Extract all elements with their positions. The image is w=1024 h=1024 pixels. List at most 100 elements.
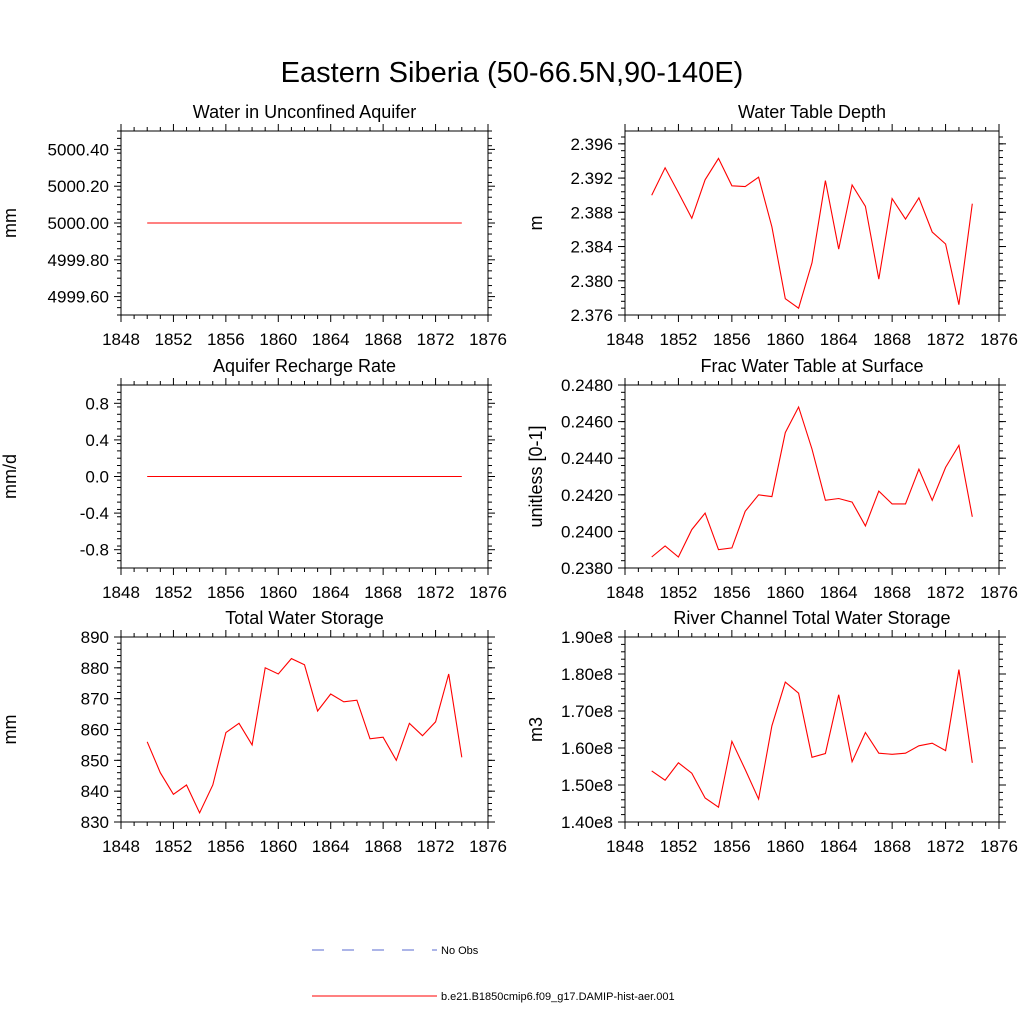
y-tick-label: 2.388 [570, 203, 613, 222]
y-tick-label: 0.2420 [561, 486, 613, 505]
y-tick-label: 0.2380 [561, 559, 613, 578]
panel-5: Total Water Storage mm 1848 1852 1856 1860 186… [0, 608, 507, 856]
x-tick-label: 1872 [927, 330, 965, 349]
x-tick-label: 1868 [364, 583, 402, 602]
y-tick-label: 860 [81, 721, 109, 740]
x-tick-label: 1872 [417, 583, 455, 602]
x-tick-label: 1876 [469, 330, 507, 349]
y-axis-label: mm [0, 208, 20, 238]
y-axis-label: m [526, 216, 546, 231]
x-tick-label: 1864 [820, 330, 858, 349]
x-tick-label: 1852 [660, 837, 698, 856]
x-tick-label: 1868 [873, 330, 911, 349]
x-tick-label: 1868 [873, 583, 911, 602]
panel-4: Frac Water Table at Surface unitless [0-1… [526, 356, 1018, 602]
x-tick-label: 1864 [312, 837, 350, 856]
x-tick-label: 1868 [364, 330, 402, 349]
panel-title: Aquifer Recharge Rate [213, 356, 396, 376]
y-tick-label: 2.392 [570, 169, 613, 188]
y-tick-label: 1.60e8 [561, 739, 613, 758]
y-tick-label: 2.384 [570, 238, 613, 257]
y-axis-label: mm/d [0, 454, 20, 499]
x-tick-label: 1848 [102, 583, 140, 602]
y-tick-label: 850 [81, 751, 109, 770]
x-tick-label: 1864 [312, 583, 350, 602]
y-tick-label: 0.4 [85, 431, 109, 450]
y-tick-label: 880 [81, 659, 109, 678]
x-tick-label: 1852 [660, 583, 698, 602]
y-tick-label: 4999.60 [48, 288, 109, 307]
series-line [651, 669, 973, 809]
y-tick-label: 0.2460 [561, 413, 613, 432]
y-tick-label: 2.376 [570, 306, 613, 325]
y-tick-label: 890 [81, 628, 109, 647]
series-line [651, 157, 973, 310]
x-tick-label: 1848 [606, 583, 644, 602]
x-tick-label: 1848 [606, 330, 644, 349]
y-tick-label: 0.0 [85, 468, 109, 487]
x-tick-label: 1864 [820, 837, 858, 856]
y-tick-label: 830 [81, 813, 109, 832]
x-tick-label: 1872 [417, 837, 455, 856]
panels: Water in Unconfined Aquifer mm 1848 1852 185… [0, 102, 1018, 856]
y-tick-label: 0.2400 [561, 522, 613, 541]
x-tick-label: 1860 [259, 330, 297, 349]
series-line [651, 405, 973, 558]
x-tick-label: 1876 [980, 583, 1018, 602]
plot-frame [624, 130, 1000, 316]
legend: No Obs b.e21.B1850cmip6.f09_g17.DAMIP-hi… [312, 945, 675, 1003]
y-tick-label: 5000.00 [48, 214, 109, 233]
y-tick-label: -0.8 [80, 541, 109, 560]
legend-model-label: b.e21.B1850cmip6.f09_g17.DAMIP-hist-aer.… [441, 991, 675, 1003]
y-tick-label: 840 [81, 782, 109, 801]
y-tick-label: 1.80e8 [561, 665, 613, 684]
y-tick-label: 2.380 [570, 272, 613, 291]
y-axis-label: mm [0, 715, 20, 745]
x-tick-label: 1852 [155, 583, 193, 602]
panel-title: Frac Water Table at Surface [700, 356, 923, 376]
panel-title: Water Table Depth [738, 102, 886, 122]
y-tick-label: 4999.80 [48, 251, 109, 270]
y-tick-label: -0.4 [80, 504, 109, 523]
x-tick-label: 1852 [660, 330, 698, 349]
x-tick-label: 1868 [873, 837, 911, 856]
x-tick-label: 1864 [312, 330, 350, 349]
y-tick-label: 1.90e8 [561, 628, 613, 647]
x-tick-label: 1876 [980, 330, 1018, 349]
y-tick-label: 0.8 [85, 394, 109, 413]
x-tick-label: 1848 [102, 330, 140, 349]
panel-3: Aquifer Recharge Rate mm/d 1848 1852 1856 186… [0, 356, 507, 602]
y-tick-label: 2.396 [570, 135, 613, 154]
y-tick-label: 870 [81, 690, 109, 709]
x-tick-label: 1864 [820, 583, 858, 602]
x-tick-label: 1876 [469, 583, 507, 602]
figure-title: Eastern Siberia (50-66.5N,90-140E) [281, 57, 744, 89]
x-tick-label: 1860 [766, 583, 804, 602]
x-tick-label: 1856 [207, 837, 245, 856]
y-tick-label: 5000.20 [48, 177, 109, 196]
y-tick-label: 0.2440 [561, 449, 613, 468]
panel-title: Water in Unconfined Aquifer [193, 102, 416, 122]
x-tick-label: 1856 [713, 837, 751, 856]
y-axis-label: unitless [0-1] [526, 425, 546, 527]
panel-6: River Channel Total Water Storage m3 1848 1… [526, 608, 1018, 856]
y-tick-label: 1.40e8 [561, 813, 613, 832]
x-tick-label: 1876 [980, 837, 1018, 856]
y-tick-label: 1.50e8 [561, 776, 613, 795]
x-tick-label: 1856 [713, 583, 751, 602]
y-tick-label: 5000.40 [48, 140, 109, 159]
y-tick-label: 1.70e8 [561, 702, 613, 721]
x-tick-label: 1856 [207, 583, 245, 602]
x-tick-label: 1872 [417, 330, 455, 349]
plot-frame [624, 636, 1000, 823]
y-axis-label: m3 [526, 717, 546, 742]
x-tick-label: 1860 [766, 837, 804, 856]
plot-frame [624, 384, 1000, 569]
legend-no-obs-label: No Obs [441, 945, 479, 957]
x-tick-label: 1856 [207, 330, 245, 349]
x-tick-label: 1856 [713, 330, 751, 349]
series-line [146, 657, 463, 815]
y-tick-label: 0.2480 [561, 376, 613, 395]
x-tick-label: 1860 [766, 330, 804, 349]
